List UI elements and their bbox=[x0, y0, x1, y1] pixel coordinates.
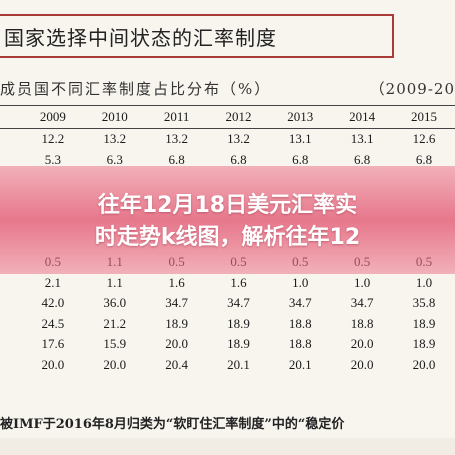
table-cell: 17.6 bbox=[41, 336, 65, 352]
table-cell: 18.9 bbox=[165, 315, 188, 331]
table-cell: 18.8 bbox=[288, 315, 312, 331]
table-cell: 6.8 bbox=[415, 151, 433, 167]
table-cell: 34.7 bbox=[350, 295, 374, 311]
table-cell: 5.3 bbox=[44, 151, 62, 167]
headline-banner bbox=[0, 166, 455, 274]
table-cell: 6.8 bbox=[292, 151, 309, 167]
table-cell: 12.6 bbox=[412, 131, 436, 147]
table-cell: 20.0 bbox=[350, 356, 374, 372]
table-cell: 20.0 bbox=[165, 336, 188, 352]
table-cell: 18.8 bbox=[350, 315, 374, 331]
table-caption-period: （2009-20 bbox=[369, 79, 455, 98]
table-cell: 20.0 bbox=[103, 356, 127, 372]
headline-text: 往年12月18日美元汇率实 时走势k线图，解析往年12 bbox=[0, 190, 455, 260]
table-cell: 34.7 bbox=[288, 295, 312, 311]
table-cell: 42.0 bbox=[41, 295, 65, 311]
table-header-row: 2009 2010 2011 2012 2013 2014 2015 bbox=[0, 105, 455, 129]
table-cell: 21.2 bbox=[103, 315, 127, 331]
table-cell: 35.8 bbox=[412, 295, 436, 311]
table-cell: 6.8 bbox=[230, 151, 247, 167]
row-label-cell bbox=[0, 273, 22, 294]
table-cell: 13.1 bbox=[288, 131, 312, 147]
row-label-cell bbox=[0, 293, 22, 314]
table-cell: 18.9 bbox=[412, 336, 436, 352]
table-cell: 18.9 bbox=[227, 315, 250, 331]
year-header: 2012 bbox=[225, 109, 252, 124]
table-cell: 1.6 bbox=[230, 274, 247, 290]
table-cell: 1.1 bbox=[106, 274, 123, 290]
table-cell: 6.3 bbox=[106, 151, 123, 167]
table-cell: 20.0 bbox=[41, 356, 65, 372]
table-cell: 20.0 bbox=[350, 336, 374, 352]
table-cell: 13.2 bbox=[103, 131, 127, 147]
table-cell: 2.1 bbox=[44, 274, 62, 290]
page-title: 国家选择中间状态的汇率制度 bbox=[0, 14, 394, 58]
table-cell: 6.8 bbox=[354, 151, 371, 167]
table-cell: 1.0 bbox=[354, 274, 371, 290]
table-row: 12.2 13.2 13.2 13.2 13.1 13.1 12.6 bbox=[0, 129, 455, 150]
table-cell: 13.2 bbox=[165, 131, 188, 147]
table-cell: 18.9 bbox=[412, 315, 436, 331]
table-row: 2.1 1.1 1.6 1.6 1.0 1.0 1.0 bbox=[0, 273, 455, 294]
table-cell: 20.4 bbox=[165, 356, 188, 372]
table-row: 17.6 15.9 20.0 18.9 18.8 20.0 18.9 bbox=[0, 334, 455, 355]
table-cell: 24.5 bbox=[41, 315, 65, 331]
year-header: 2015 bbox=[411, 109, 438, 124]
table-cell: 34.7 bbox=[227, 295, 250, 311]
page-bottom-margin bbox=[0, 438, 455, 455]
header-blank bbox=[0, 106, 22, 129]
footnote-text: 被IMF于2016年8月归类为“软盯住汇率制度”中的“稳定价 bbox=[0, 416, 345, 432]
row-label-cell bbox=[0, 355, 22, 376]
row-label-cell bbox=[0, 129, 22, 150]
year-header: 2011 bbox=[163, 109, 190, 124]
table-cell: 15.9 bbox=[103, 336, 127, 352]
headline-line-2: 时走势k线图，解析往年12 bbox=[94, 225, 361, 250]
year-header: 2009 bbox=[39, 109, 66, 124]
table-cell: 1.0 bbox=[415, 274, 433, 290]
table-cell: 36.0 bbox=[103, 295, 127, 311]
table-cell: 13.1 bbox=[350, 131, 374, 147]
table-cell: 13.2 bbox=[227, 131, 250, 147]
table-cell: 12.2 bbox=[41, 131, 65, 147]
table-row: 5.3 6.3 6.8 6.8 6.8 6.8 6.8 bbox=[0, 150, 455, 171]
table-caption-text: 成员国不同汇率制度占比分布（%） bbox=[0, 79, 272, 98]
table-cell: 20.0 bbox=[412, 356, 436, 372]
table-cell: 1.0 bbox=[292, 274, 309, 290]
table-row: 42.0 36.0 34.7 34.7 34.7 34.7 35.8 bbox=[0, 293, 455, 314]
table-cell: 34.7 bbox=[165, 295, 188, 311]
year-header: 2014 bbox=[349, 109, 376, 124]
table-cell: 1.6 bbox=[168, 274, 185, 290]
year-header: 2013 bbox=[287, 109, 314, 124]
year-header: 2010 bbox=[101, 109, 128, 124]
table-cell: 6.8 bbox=[168, 151, 185, 167]
table-row: 20.0 20.0 20.4 20.1 20.1 20.0 20.0 bbox=[0, 355, 455, 376]
table-row: 24.5 21.2 18.9 18.9 18.8 18.8 18.9 bbox=[0, 314, 455, 335]
table-cell: 20.1 bbox=[227, 356, 250, 372]
table-caption: 成员国不同汇率制度占比分布（%） （2009-20 bbox=[0, 76, 455, 100]
headline-line-1: 往年12月18日美元汇率实 bbox=[97, 193, 358, 218]
row-label-cell bbox=[0, 334, 22, 355]
table-cell: 20.1 bbox=[288, 356, 312, 372]
table-cell: 18.8 bbox=[288, 336, 312, 352]
row-label-cell bbox=[0, 314, 22, 335]
table-cell: 18.9 bbox=[227, 336, 250, 352]
